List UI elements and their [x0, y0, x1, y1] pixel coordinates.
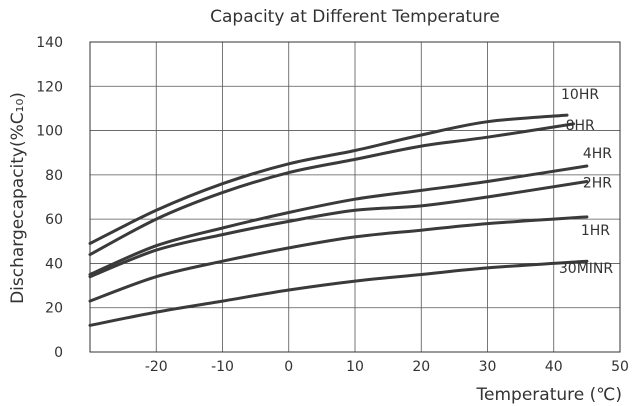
x-tick-label: 30 — [479, 359, 497, 375]
series-label-1hr: 1HR — [581, 223, 610, 239]
y-tick-label: 100 — [36, 124, 63, 140]
x-axis-ticks: -20 -10 0 10 20 30 40 50 — [145, 359, 629, 375]
x-axis-label: Temperature (℃) — [476, 385, 622, 405]
y-tick-label: 40 — [45, 256, 63, 272]
x-tick-label: -20 — [145, 359, 168, 375]
y-tick-label: 0 — [54, 345, 63, 361]
plot-frame — [89, 41, 621, 353]
x-tick-label: 40 — [545, 359, 563, 375]
y-axis-ticks: 0 20 40 60 80 100 120 140 — [36, 35, 63, 361]
series-label-8hr: 8HR — [566, 118, 595, 134]
series-labels: 10HR 8HR 4HR 2HR 1HR 30MINR — [559, 87, 613, 277]
y-tick-label: 140 — [36, 35, 63, 51]
series-lines — [88, 113, 589, 327]
series-line-4hr — [88, 164, 589, 276]
x-tick-label: 20 — [412, 359, 430, 375]
series-label-10hr: 10HR — [561, 87, 599, 103]
x-tick-label: -10 — [211, 359, 234, 375]
y-tick-label: 60 — [45, 212, 63, 228]
x-tick-label: 50 — [611, 359, 629, 375]
chart-title: Capacity at Different Temperature — [210, 7, 500, 27]
series-line-8hr — [88, 122, 576, 257]
series-line-30minr — [88, 259, 589, 327]
series-label-30minr: 30MINR — [559, 261, 613, 277]
grid — [90, 42, 620, 352]
y-tick-label: 80 — [45, 168, 63, 184]
series-line-1hr — [88, 215, 589, 303]
y-axis-label: Dischargecapacity(%C₁₀) — [8, 92, 28, 304]
series-label-2hr: 2HR — [583, 176, 612, 192]
series-label-4hr: 4HR — [583, 146, 612, 162]
series-line-10hr — [88, 113, 569, 245]
y-tick-label: 20 — [45, 301, 63, 317]
y-tick-label: 120 — [36, 79, 63, 95]
series-line-2hr — [88, 180, 589, 279]
x-tick-label: 0 — [284, 359, 293, 375]
x-tick-label: 10 — [346, 359, 364, 375]
